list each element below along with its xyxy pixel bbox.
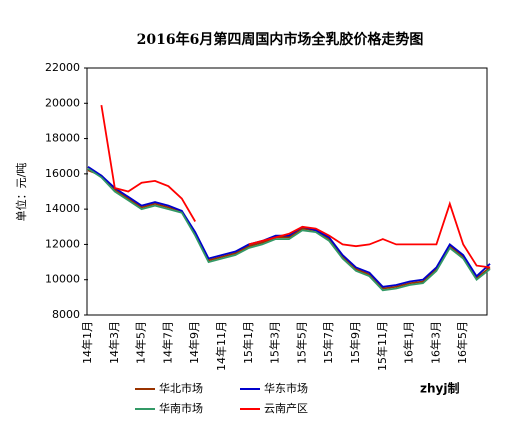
y-tick-label: 8000 <box>52 308 80 321</box>
x-tick-label: 14年1月 <box>80 321 94 364</box>
y-tick-label: 12000 <box>45 237 80 250</box>
y-axis-label: 单位：元/吨 <box>14 163 28 222</box>
y-tick-label: 22000 <box>45 61 80 74</box>
series-line <box>100 104 491 269</box>
x-tick-label: 15年3月 <box>268 321 282 364</box>
plot-frame <box>86 67 488 316</box>
y-tick-label: 20000 <box>45 96 80 109</box>
y-tick-label: 18000 <box>45 132 80 145</box>
credit: zhyj制 <box>420 381 459 396</box>
x-tick-label: 15年9月 <box>348 321 362 364</box>
y-tick-label: 16000 <box>45 167 80 180</box>
series-line <box>87 169 491 290</box>
chart-title: 2016年6月第四周国内市场全乳胶价格走势图 <box>137 31 424 48</box>
x-tick-label: 15年7月 <box>321 321 335 364</box>
x-tick-label: 14年7月 <box>160 321 174 364</box>
x-tick-label: 16年5月 <box>455 321 469 364</box>
x-tick-label: 15年11月 <box>375 321 389 371</box>
legend-label: 云南产区 <box>264 401 308 415</box>
series-line <box>87 166 491 288</box>
legend-label: 华南市场 <box>159 401 203 415</box>
series-line <box>87 167 491 292</box>
legend-label: 华北市场 <box>159 381 203 395</box>
legend-label: 华东市场 <box>264 381 308 395</box>
x-tick-label: 16年1月 <box>402 321 416 364</box>
x-tick-label: 14年9月 <box>187 321 201 364</box>
x-tick-label: 16年3月 <box>428 321 442 364</box>
x-tick-label: 14年3月 <box>107 321 121 364</box>
x-tick-label: 15年5月 <box>294 321 308 364</box>
y-tick-label: 10000 <box>45 273 80 286</box>
x-tick-label: 15年1月 <box>241 321 255 364</box>
x-tick-label: 14年5月 <box>134 321 148 364</box>
x-tick-label: 14年11月 <box>214 321 228 371</box>
y-tick-label: 14000 <box>45 202 80 215</box>
